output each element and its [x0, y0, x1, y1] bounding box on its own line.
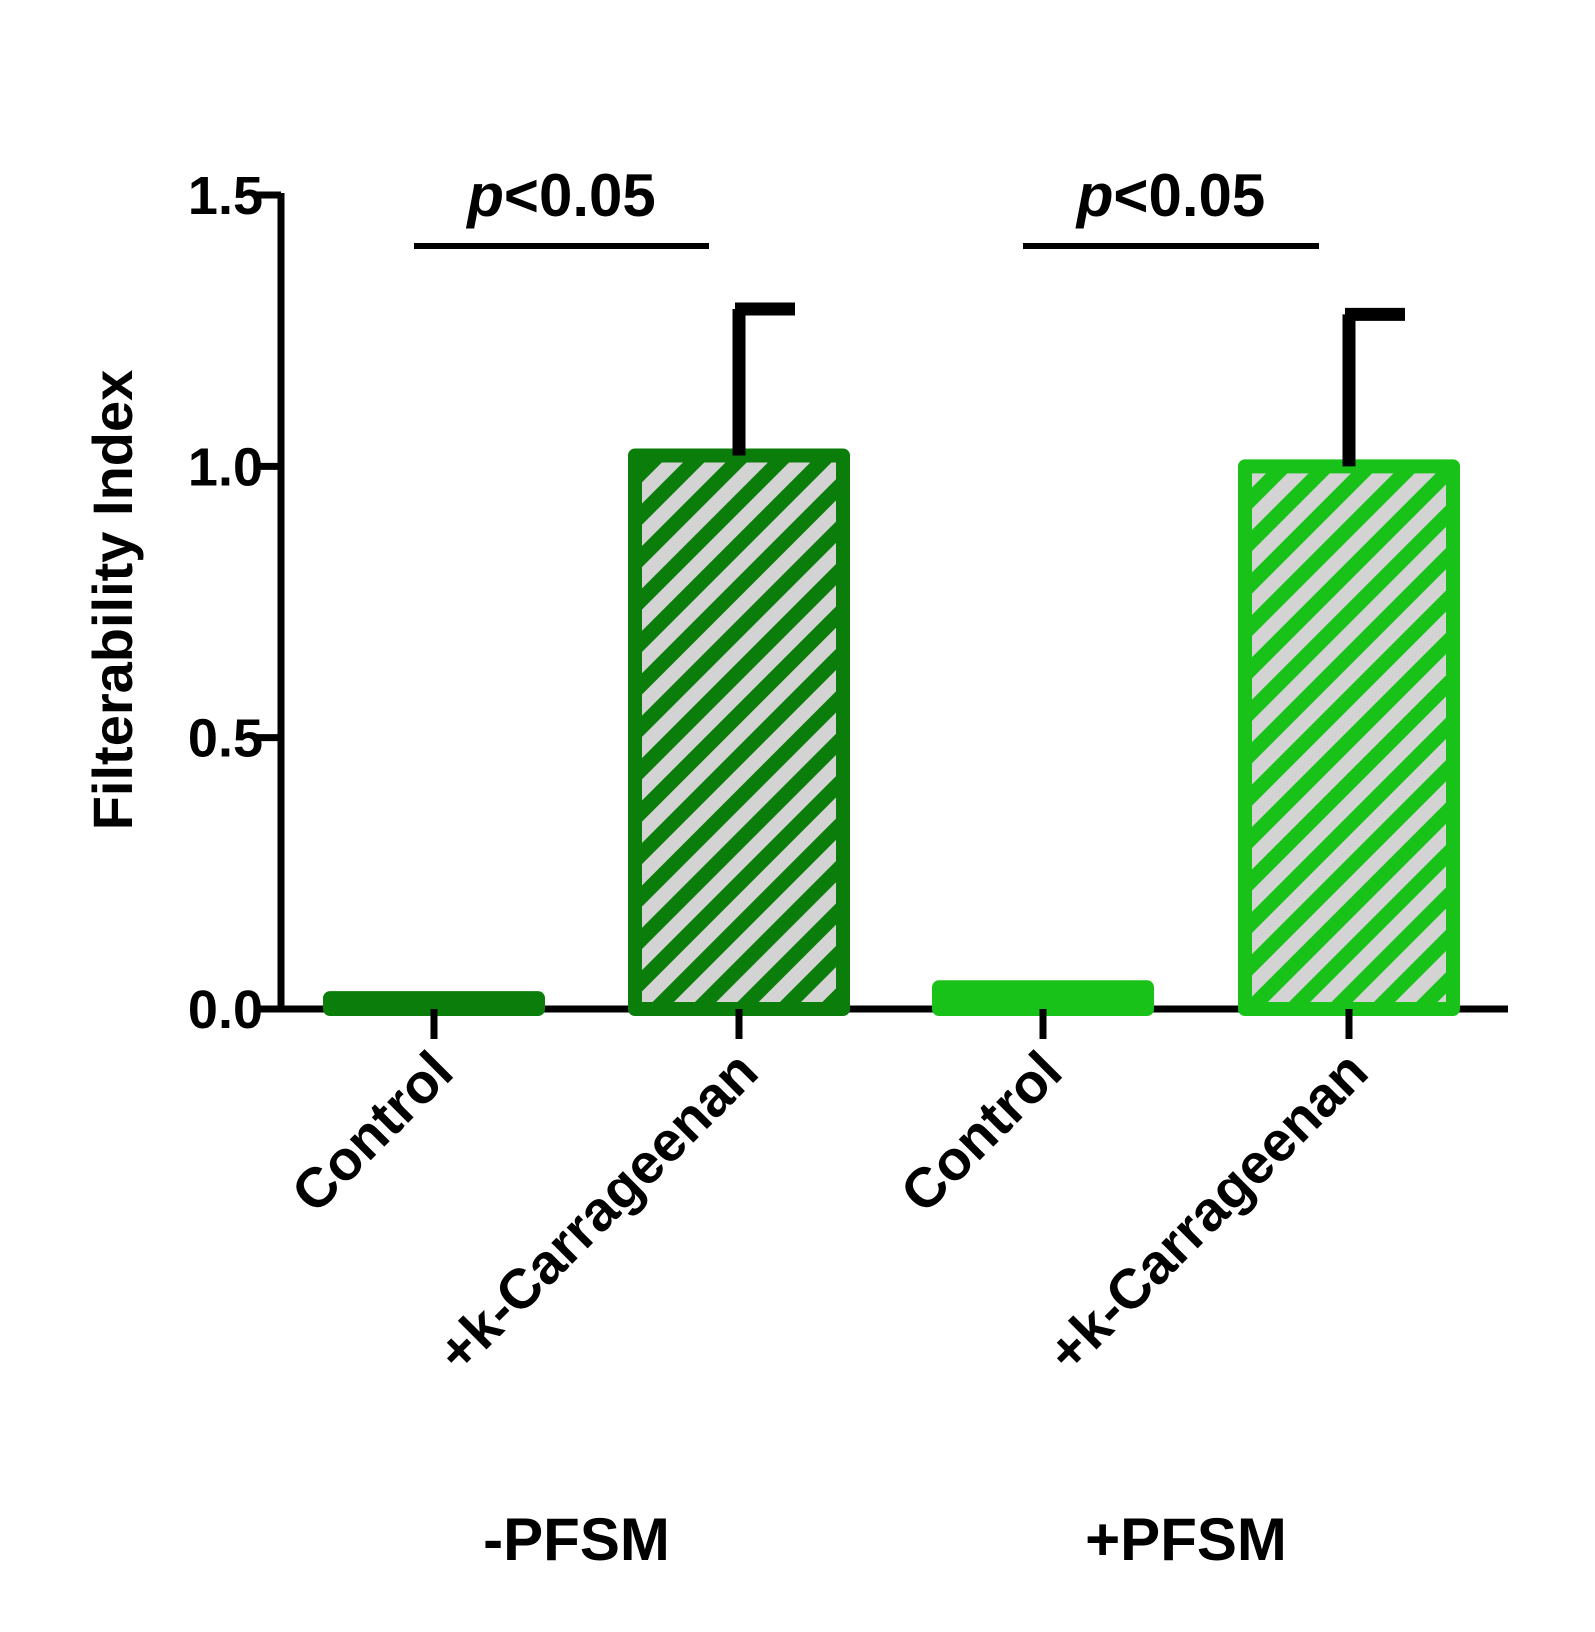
bar-4: [1238, 459, 1460, 1017]
p-symbol: p: [1075, 162, 1114, 229]
group-labels: -PFSM +PFSM: [483, 1506, 1287, 1573]
group-label: -PFSM: [483, 1506, 670, 1573]
x-ticks: Control+k-Carrageenan Control+k-Carrageen…: [279, 1009, 1379, 1384]
bar-1: [323, 991, 545, 1017]
x-tick-label: Control: [888, 1039, 1073, 1224]
y-tick-label: 0.5: [188, 709, 263, 769]
group-label: +PFSM: [1085, 1506, 1287, 1573]
p-threshold: <0.05: [1113, 162, 1265, 229]
y-tick-label: 1.0: [188, 437, 263, 497]
p-symbol: p: [465, 162, 504, 229]
y-tick-label: 0.0: [188, 980, 263, 1040]
bars: [323, 448, 1460, 1017]
x-tick-label: +k-Carrageenan: [1035, 1039, 1380, 1384]
bar-2: [628, 448, 850, 1017]
bar-3: [932, 980, 1154, 1017]
significance-label: p<0.05: [465, 162, 655, 229]
x-tick-label: +k-Carrageenan: [425, 1039, 770, 1384]
error-bars: [732, 302, 1405, 467]
p-threshold: <0.05: [504, 162, 656, 229]
significance-label: p<0.05: [1075, 162, 1265, 229]
x-tick-label: Control: [279, 1039, 464, 1224]
y-tick-label: 1.5: [188, 166, 263, 226]
y-ticks: 0.0 0.5 1.0 1.5: [188, 166, 281, 1040]
y-axis-title: Filterability Index: [81, 370, 144, 831]
significance-annotations: p<0.05 p<0.05: [414, 162, 1319, 249]
